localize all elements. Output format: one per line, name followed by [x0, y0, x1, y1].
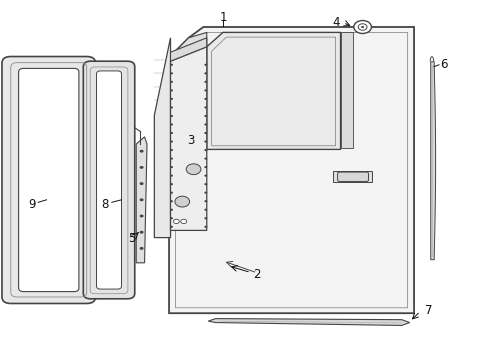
Circle shape — [204, 175, 207, 177]
Text: 1: 1 — [219, 11, 227, 24]
Polygon shape — [341, 32, 353, 148]
Circle shape — [361, 26, 364, 28]
Circle shape — [354, 21, 371, 33]
Text: 2: 2 — [253, 268, 261, 281]
Circle shape — [204, 81, 207, 83]
Circle shape — [140, 215, 144, 217]
Circle shape — [204, 106, 207, 108]
Circle shape — [204, 158, 207, 160]
Polygon shape — [154, 38, 171, 238]
Polygon shape — [333, 171, 372, 182]
Circle shape — [175, 196, 190, 207]
Circle shape — [170, 64, 173, 66]
Circle shape — [170, 132, 173, 134]
Circle shape — [204, 217, 207, 219]
FancyBboxPatch shape — [97, 71, 122, 289]
Circle shape — [181, 219, 187, 224]
Circle shape — [204, 140, 207, 143]
Circle shape — [204, 209, 207, 211]
Circle shape — [140, 247, 144, 250]
Circle shape — [204, 115, 207, 117]
Circle shape — [170, 81, 173, 83]
Circle shape — [170, 217, 173, 219]
Circle shape — [204, 72, 207, 75]
Text: 5: 5 — [127, 232, 135, 245]
FancyBboxPatch shape — [19, 68, 79, 292]
Circle shape — [204, 98, 207, 100]
Circle shape — [358, 24, 367, 30]
Circle shape — [204, 132, 207, 134]
Circle shape — [204, 64, 207, 66]
Circle shape — [140, 150, 144, 153]
FancyBboxPatch shape — [338, 172, 368, 181]
Polygon shape — [136, 137, 147, 263]
Circle shape — [170, 192, 173, 194]
FancyBboxPatch shape — [83, 61, 135, 299]
Text: 4: 4 — [332, 16, 340, 29]
Circle shape — [170, 106, 173, 108]
Text: 7: 7 — [425, 304, 433, 317]
Circle shape — [204, 166, 207, 168]
Polygon shape — [171, 47, 207, 230]
Text: 3: 3 — [187, 134, 195, 147]
Circle shape — [186, 164, 201, 175]
Circle shape — [170, 89, 173, 91]
Circle shape — [204, 89, 207, 91]
Circle shape — [170, 72, 173, 75]
Circle shape — [170, 98, 173, 100]
Circle shape — [170, 115, 173, 117]
Circle shape — [140, 231, 144, 234]
Text: 6: 6 — [440, 58, 447, 71]
Circle shape — [170, 123, 173, 126]
Circle shape — [170, 166, 173, 168]
Circle shape — [204, 200, 207, 202]
Circle shape — [140, 166, 144, 169]
Circle shape — [170, 158, 173, 160]
Text: 8: 8 — [101, 198, 109, 211]
FancyBboxPatch shape — [2, 57, 96, 303]
Circle shape — [204, 149, 207, 151]
Circle shape — [204, 183, 207, 185]
Polygon shape — [169, 27, 414, 313]
Circle shape — [170, 183, 173, 185]
Circle shape — [204, 226, 207, 228]
Circle shape — [204, 192, 207, 194]
Polygon shape — [207, 32, 341, 149]
Circle shape — [170, 209, 173, 211]
Circle shape — [170, 140, 173, 143]
Circle shape — [140, 198, 144, 201]
Circle shape — [204, 123, 207, 126]
Circle shape — [170, 226, 173, 228]
Polygon shape — [171, 38, 207, 61]
Circle shape — [170, 149, 173, 151]
Polygon shape — [169, 32, 207, 62]
Circle shape — [140, 182, 144, 185]
Circle shape — [170, 200, 173, 202]
Text: 9: 9 — [28, 198, 36, 211]
Polygon shape — [208, 319, 410, 325]
Circle shape — [170, 175, 173, 177]
Circle shape — [173, 219, 179, 224]
